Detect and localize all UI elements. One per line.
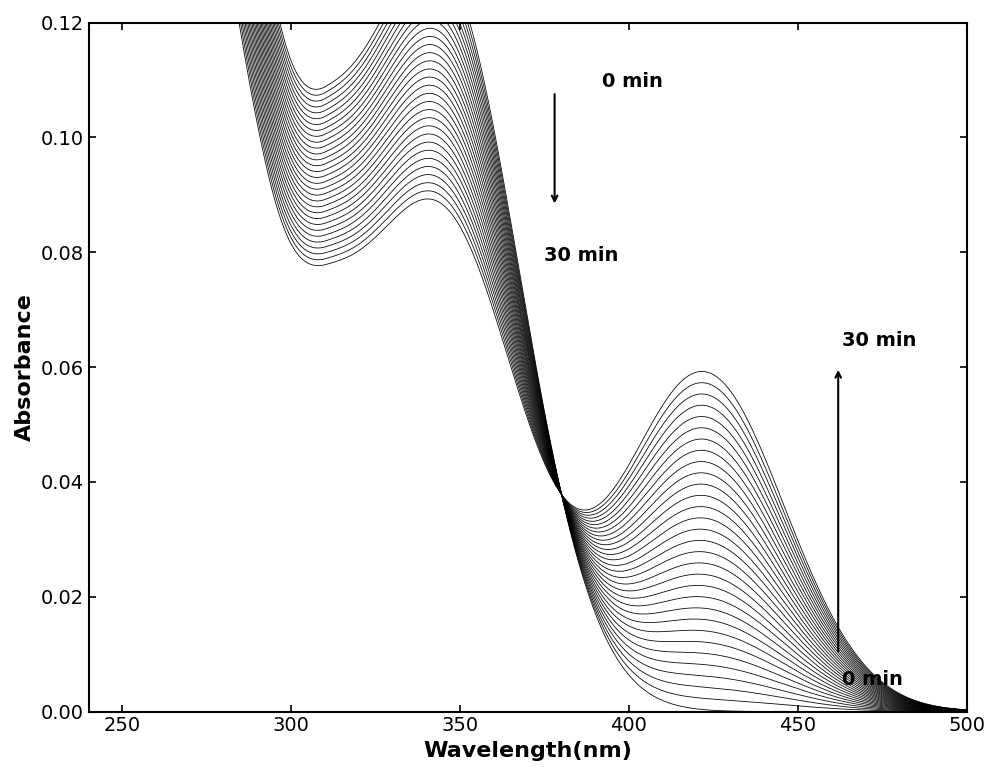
Text: 0 min: 0 min bbox=[842, 670, 902, 688]
Text: 0 min: 0 min bbox=[602, 72, 663, 92]
X-axis label: Wavelength(nm): Wavelength(nm) bbox=[423, 741, 632, 761]
Text: 30 min: 30 min bbox=[842, 331, 916, 350]
Text: 30 min: 30 min bbox=[544, 247, 619, 265]
Y-axis label: Absorbance: Absorbance bbox=[15, 293, 35, 441]
